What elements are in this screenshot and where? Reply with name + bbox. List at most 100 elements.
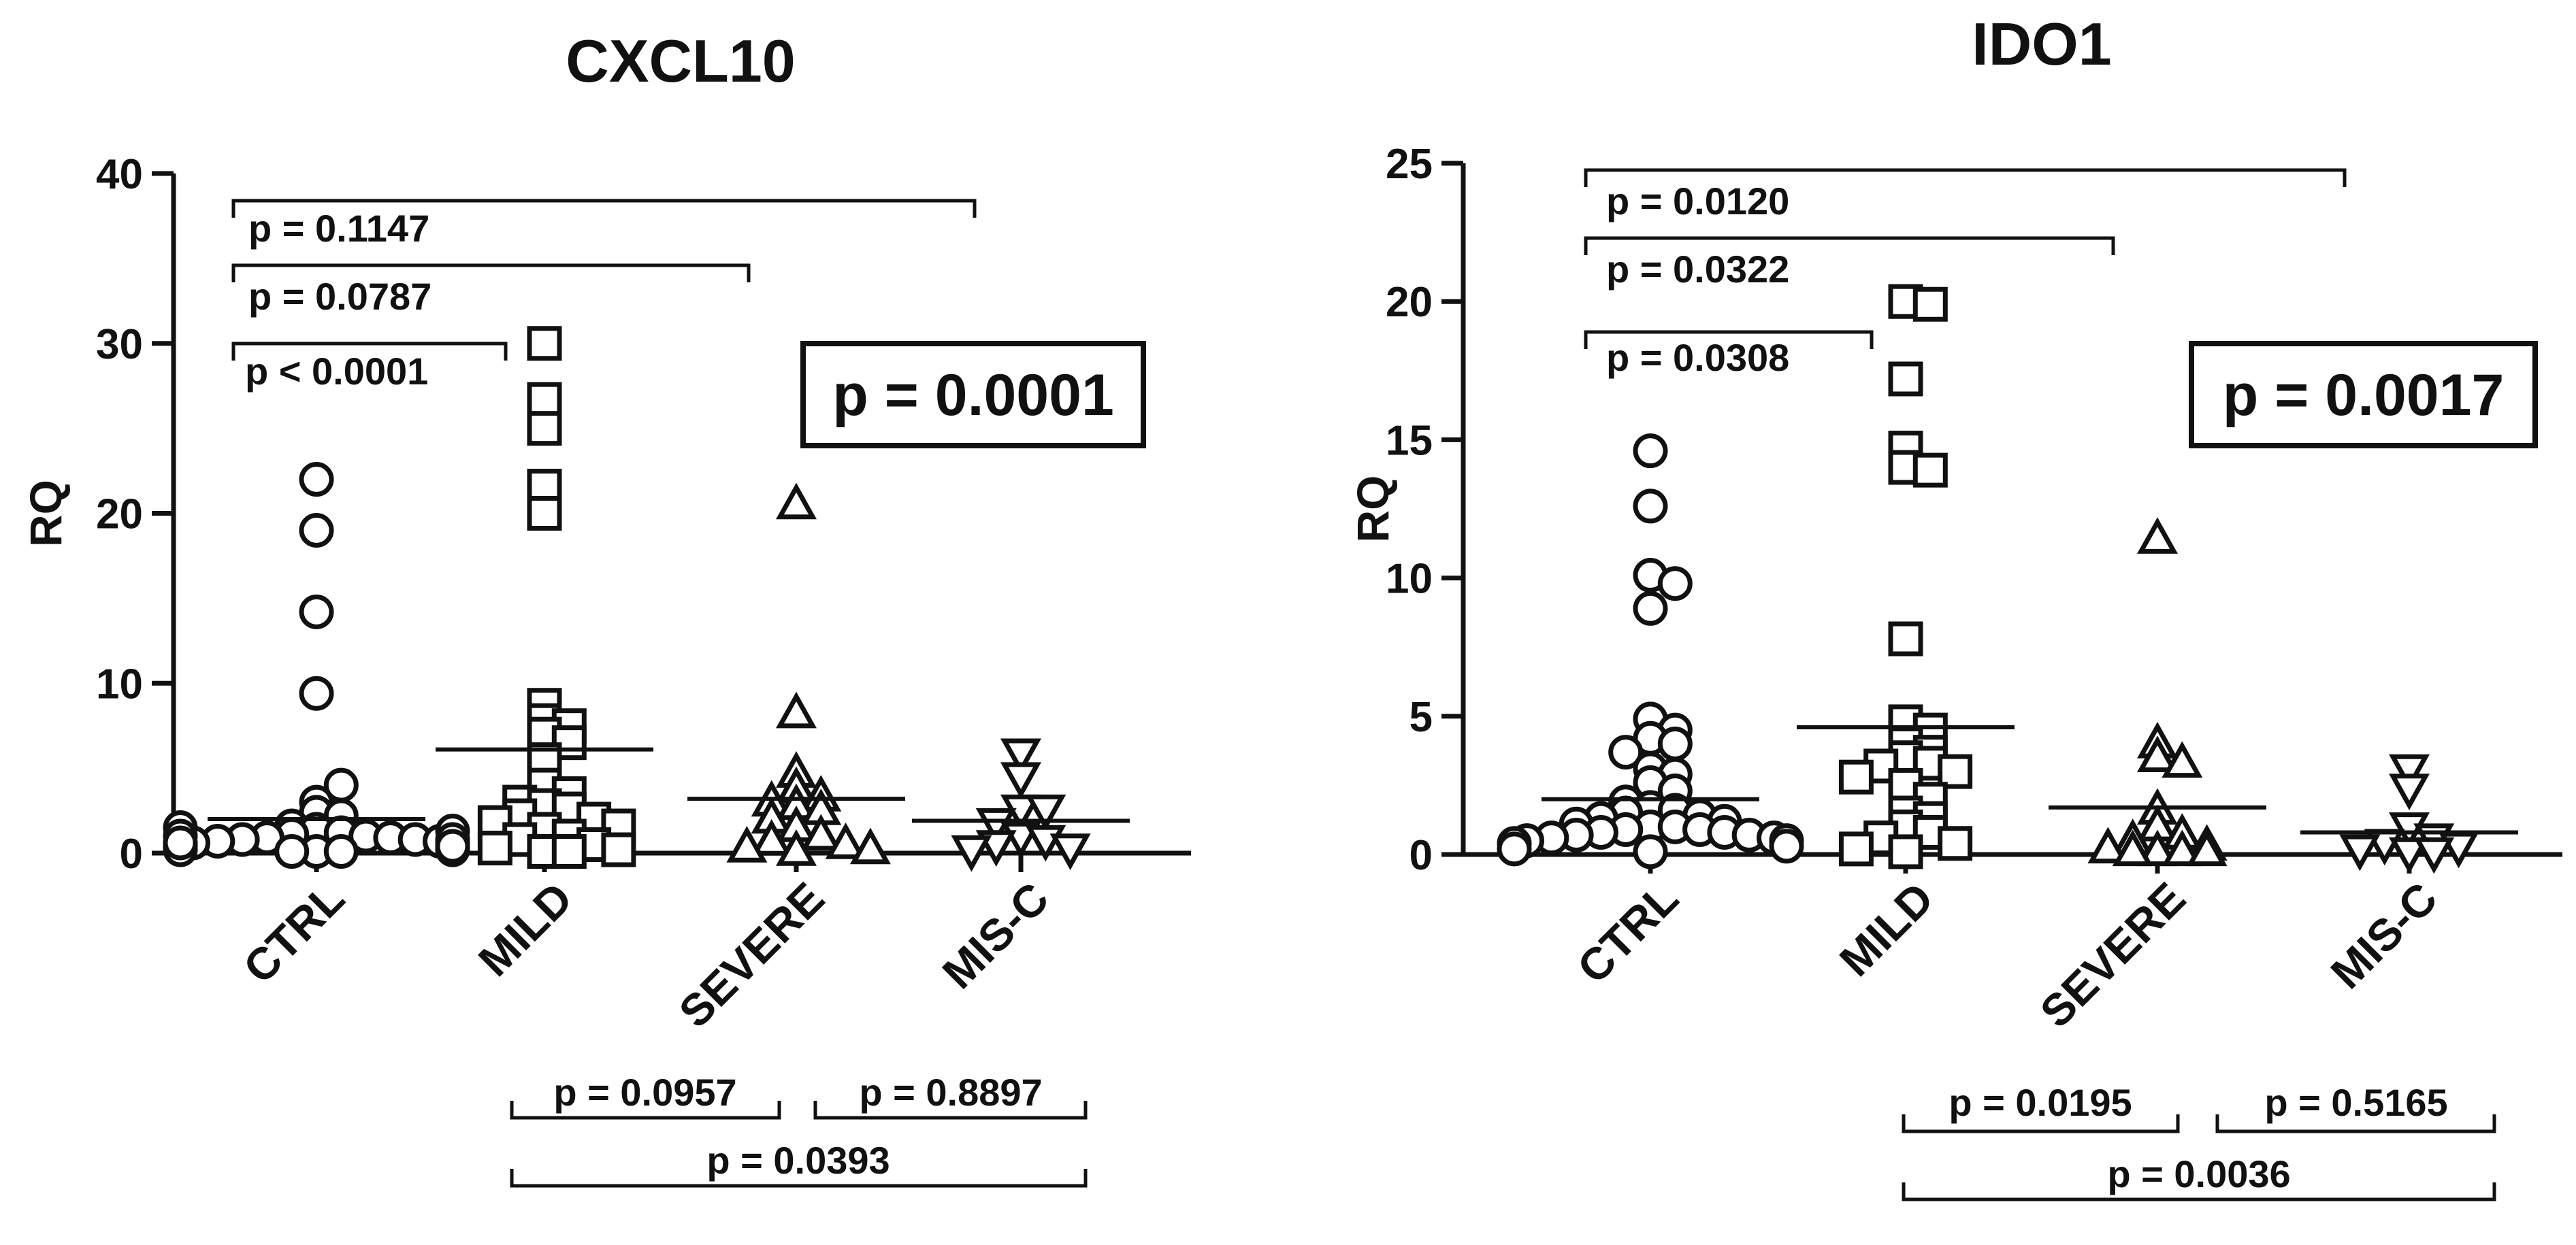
y-axis-label: RQ <box>20 480 71 547</box>
comparison-p-value: p = 0.0195 <box>1949 1081 2132 1124</box>
data-point-triangle-up <box>2137 829 2178 867</box>
data-point-circle <box>1608 735 1644 770</box>
data-point-circle <box>299 594 334 629</box>
chart-panel-ido1: IDO1 RQ 0 5 10 15 20 25 CTRL MILD SEVERE MIS-C p = 0… <box>1348 10 2562 1201</box>
x-tick-label: SEVERE <box>669 873 834 1038</box>
comparison-p-value: p = 0.0308 <box>1606 336 1789 379</box>
y-tick-label: 10 <box>96 661 143 708</box>
x-tick-label: MIS-C <box>932 873 1058 999</box>
data-point-triangle-down <box>1025 794 1066 831</box>
comparison-p-value: p < 0.0001 <box>245 350 428 393</box>
data-point-triangle-up <box>775 691 817 729</box>
data-point-circle <box>274 834 310 869</box>
data-point-square <box>1838 831 1874 867</box>
x-tick-label: SEVERE <box>2030 873 2195 1038</box>
comparison-p-value: p = 0.0120 <box>1606 180 1789 222</box>
data-point-triangle-up <box>751 819 792 856</box>
comparison-p-value: p = 0.8897 <box>859 1071 1042 1114</box>
y-tick-label: 20 <box>1386 279 1433 326</box>
data-point-square <box>1912 452 1948 488</box>
data-point-circle <box>323 834 359 869</box>
y-tick-label: 10 <box>1386 556 1433 603</box>
data-point-square <box>527 411 562 446</box>
comparison-p-value: p = 0.0957 <box>553 1071 736 1114</box>
chart-title: CXCL10 <box>566 27 795 95</box>
comparison-bracket <box>1584 330 1874 349</box>
y-tick-label: 0 <box>120 831 143 878</box>
data-point-circle <box>1633 488 1668 524</box>
data-point-triangle-down <box>2389 754 2430 791</box>
data-point-circle <box>1657 566 1693 601</box>
y-tick-label: 5 <box>1409 694 1433 741</box>
data-point-triangle-up <box>2112 829 2153 867</box>
data-point-circle <box>299 512 334 548</box>
data-point-circle <box>435 829 470 864</box>
data-point-circle <box>163 825 198 861</box>
comparison-bracket <box>510 1101 781 1120</box>
data-point-square <box>1888 361 1923 397</box>
data-point-circle <box>1769 829 1804 864</box>
data-point-triangle-up <box>2087 827 2129 864</box>
comparison-bracket <box>1584 236 2115 255</box>
data-point-triangle-up <box>2137 517 2178 554</box>
data-point-square <box>551 834 587 869</box>
data-point-square <box>527 326 562 361</box>
data-point-square <box>477 831 512 866</box>
overall-p-box <box>800 341 1146 448</box>
data-point-square <box>1938 754 1973 789</box>
data-point-triangle-up <box>775 482 817 520</box>
data-point-triangle-down <box>1049 833 1091 870</box>
overall-p-value: p = 0.0017 <box>2223 363 2505 428</box>
data-point-triangle-up <box>825 823 866 859</box>
comparison-bracket <box>231 342 508 361</box>
data-point-circle <box>299 676 334 711</box>
data-point-square <box>527 382 562 417</box>
data-point-circle <box>1657 726 1693 761</box>
y-tick-label: 25 <box>1386 141 1433 188</box>
data-point-circle <box>1633 834 1668 869</box>
comparison-p-value: p = 0.0036 <box>2107 1152 2290 1195</box>
comparison-bracket <box>510 1169 1088 1188</box>
comparison-bracket <box>1584 168 2347 187</box>
data-point-circle <box>1497 831 1532 867</box>
data-point-triangle-up <box>775 829 817 866</box>
data-point-triangle-down <box>1000 762 1042 799</box>
data-point-circle <box>1633 591 1668 626</box>
comparison-bracket <box>2215 1114 2496 1133</box>
comparison-bracket <box>231 263 751 282</box>
comparison-p-value: p = 0.0393 <box>706 1139 890 1182</box>
y-tick-label: 30 <box>96 321 143 368</box>
data-point-triangle-down <box>2389 837 2430 874</box>
data-point-triangle-up <box>2137 735 2178 772</box>
data-point-triangle-up <box>800 814 842 851</box>
data-point-square <box>1888 621 1923 657</box>
data-point-square <box>1938 826 1973 861</box>
data-point-triangle-up <box>2162 829 2203 867</box>
data-point-circle <box>1633 433 1668 469</box>
data-point-square <box>601 832 636 867</box>
data-point-triangle-up <box>849 827 891 865</box>
data-point-triangle-down <box>2389 774 2430 810</box>
comparison-bracket <box>1902 1114 2180 1133</box>
chart-panel-cxcl10: CXCL10 RQ 0 10 20 30 40 CTRL MILD SEVERE MIS-C p = … <box>20 27 1191 1188</box>
data-point-triangle-up <box>726 826 768 863</box>
data-point-square <box>527 496 562 531</box>
y-tick-label: 15 <box>1386 417 1433 464</box>
comparison-p-value: p = 0.5165 <box>2264 1081 2447 1124</box>
data-point-square <box>1838 759 1874 795</box>
y-axis-label: RQ <box>1348 476 1398 543</box>
data-point-triangle-up <box>2162 741 2203 778</box>
data-point-square <box>1888 834 1923 869</box>
y-tick-label: 20 <box>96 491 143 538</box>
comparison-bracket <box>231 199 977 218</box>
data-point-square <box>1912 286 1948 322</box>
data-point-triangle-up <box>2186 829 2228 867</box>
data-point-triangle-down <box>2339 834 2381 872</box>
x-tick-label: CTRL <box>1567 873 1688 993</box>
y-tick-label: 0 <box>1409 832 1433 879</box>
chart-title: IDO1 <box>1972 10 2111 78</box>
x-tick-label: CTRL <box>233 873 354 993</box>
x-tick-label: MILD <box>1830 873 1943 986</box>
